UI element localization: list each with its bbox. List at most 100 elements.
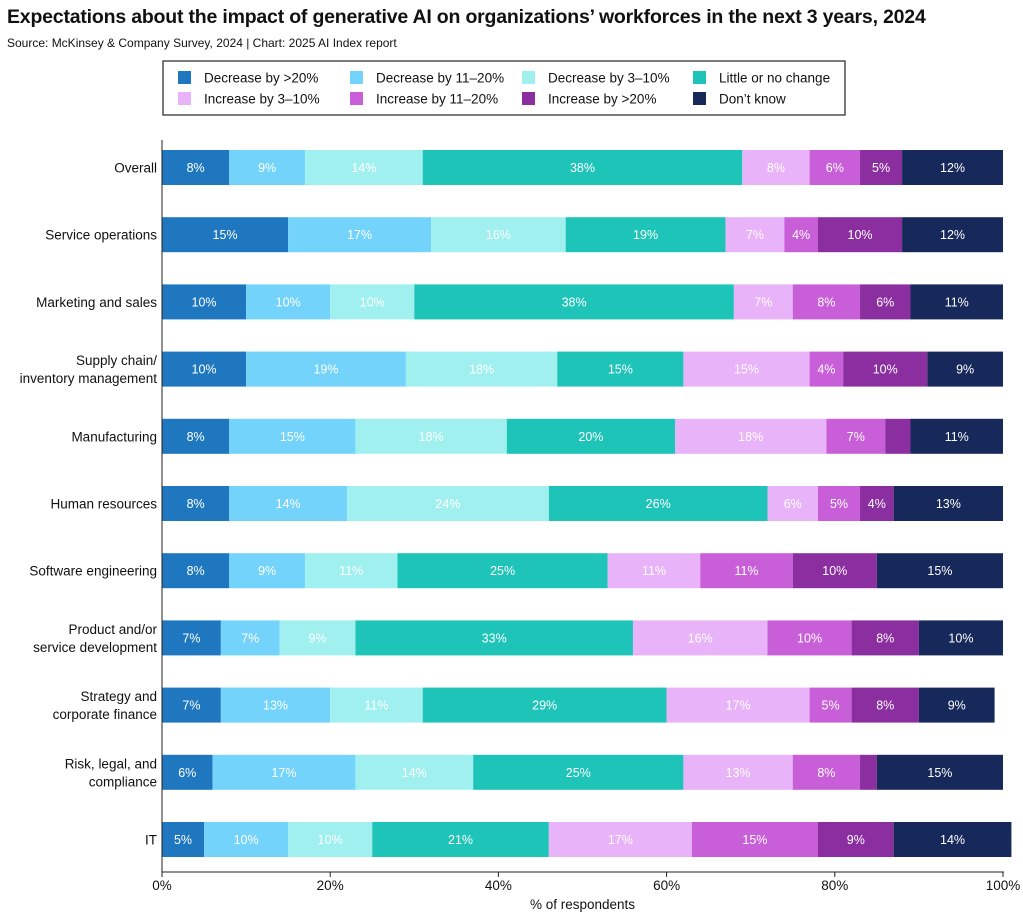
data-label-row10-seg1: 6% [178, 766, 196, 780]
data-label-row7-seg5: 11% [642, 564, 666, 578]
bar-row10-seg2 [212, 754, 356, 790]
data-label-row1-seg4: 38% [570, 161, 595, 175]
data-label-row9-seg2: 13% [263, 699, 288, 713]
bar-row8-seg3 [279, 620, 356, 656]
bar-row11-seg7 [817, 822, 894, 857]
bar-row5-seg6 [826, 418, 886, 454]
data-label-row10-seg2: 17% [271, 766, 296, 780]
bar-row11-seg8 [893, 822, 1012, 857]
bar-row11-seg1 [162, 822, 205, 857]
data-label-row4-seg8: 9% [956, 363, 974, 377]
data-label-row4-seg2: 19% [313, 363, 338, 377]
data-label-row2-seg1: 15% [213, 228, 238, 242]
category-label-8-line2: service development [33, 640, 157, 655]
data-label-row11-seg7: 9% [847, 833, 865, 847]
bar-row4-seg8 [927, 351, 1003, 387]
data-label-row8-seg5: 16% [688, 631, 713, 645]
data-label-row2-seg5: 7% [746, 228, 764, 242]
data-label-row8-seg2: 7% [241, 631, 259, 645]
bar-row8-seg7 [851, 620, 919, 656]
data-label-row4-seg5: 15% [734, 363, 759, 377]
bar-row11-seg5 [548, 822, 692, 857]
category-label-4-line2: inventory management [20, 371, 158, 386]
bar-row3-seg1 [162, 284, 247, 320]
category-label-2: Service operations [45, 228, 157, 243]
bar-row6-seg6 [817, 486, 861, 521]
category-label-11: IT [145, 833, 157, 848]
data-label-row4-seg3: 18% [469, 363, 494, 377]
category-label-5: Manufacturing [71, 429, 157, 444]
data-label-row2-seg4: 19% [633, 228, 658, 242]
legend-swatch-8 [693, 92, 706, 105]
bar-row6-seg4 [548, 486, 768, 521]
data-label-row3-seg4: 38% [562, 295, 587, 309]
bar-row9-seg6 [809, 687, 852, 723]
bar-row2-seg6 [784, 217, 818, 253]
x-axis: 0% 20% 40% 60% 80% 100% % of respondents [152, 140, 1020, 912]
data-label-row7-seg7: 10% [822, 564, 847, 578]
bar-row8-seg2 [220, 620, 280, 656]
category-label-10-line2: compliance [89, 774, 157, 789]
x-tick-label-2: 20% [317, 878, 344, 893]
data-label-row3-seg1: 10% [192, 295, 217, 309]
x-tick-label-5: 80% [821, 878, 848, 893]
data-label-row4-seg6: 4% [817, 363, 835, 377]
bar-row5-seg1 [162, 418, 230, 454]
data-label-row1-seg7: 5% [872, 161, 890, 175]
bar-row11-seg2 [204, 822, 289, 857]
legend-label-7: Increase by >20% [548, 92, 656, 107]
bar-row1-seg8 [902, 150, 1003, 185]
bar-row1-seg1 [162, 150, 230, 185]
category-label-9-line1: Strategy and [80, 689, 157, 704]
bar-row1-seg7 [860, 150, 903, 185]
bar-row3-seg5 [733, 284, 793, 320]
bar-row9-seg4 [422, 687, 667, 723]
category-label-6: Human resources [50, 497, 157, 512]
data-label-row3-seg3: 10% [360, 295, 385, 309]
data-label-row8-seg7: 8% [876, 631, 894, 645]
bar-row1-seg5 [742, 150, 810, 185]
data-label-row2-seg3: 16% [486, 228, 511, 242]
chart-bars: 8% 9% 14% 38% 8% 6% 5% 12% 15% 17% 16% 19% 7% 4% 10% 12… [162, 150, 1012, 857]
bar-row4-seg6 [809, 351, 844, 387]
data-label-row6-seg4: 26% [646, 497, 671, 511]
data-label-row9-seg3: 11% [364, 699, 388, 713]
data-label-row7-seg3: 11% [339, 564, 363, 578]
bar-row10-seg5 [683, 754, 793, 790]
category-label-1: Overall [114, 161, 157, 176]
category-label-8-line1: Product and/or [68, 622, 157, 637]
data-label-row1-seg3: 14% [351, 161, 376, 175]
data-label-row10-seg5: 13% [726, 766, 751, 780]
bar-row7-seg4 [397, 553, 608, 589]
legend-swatch-3 [522, 71, 535, 84]
data-label-row5-seg1: 8% [187, 430, 205, 444]
bar-row3-seg7 [860, 284, 911, 320]
legend-label-1: Decrease by >20% [204, 71, 318, 86]
category-label-3: Marketing and sales [36, 295, 157, 310]
legend-label-8: Don’t know [719, 92, 786, 107]
data-label-row5-seg3: 18% [419, 430, 444, 444]
category-label-9-line2: corporate finance [53, 707, 157, 722]
legend-swatch-6 [350, 92, 363, 105]
data-label-row11-seg5: 17% [608, 833, 633, 847]
bar-row5-seg4 [506, 418, 676, 454]
data-label-row3-seg2: 10% [276, 295, 301, 309]
data-label-row6-seg5: 6% [784, 497, 802, 511]
bar-row6-seg7 [860, 486, 894, 521]
bar-row6-seg2 [229, 486, 348, 521]
bar-row4-seg2 [246, 351, 406, 387]
x-tick-label-1: 0% [152, 878, 172, 893]
bar-row9-seg7 [851, 687, 919, 723]
data-label-row7-seg2: 9% [258, 564, 276, 578]
data-label-row3-seg8: 11% [945, 295, 969, 309]
data-label-row1-seg2: 9% [258, 161, 276, 175]
x-tick-label-4: 60% [653, 878, 680, 893]
data-label-row10-seg4: 25% [566, 766, 591, 780]
data-label-row6-seg2: 14% [276, 497, 301, 511]
bar-row8-seg6 [767, 620, 852, 656]
data-label-row1-seg8: 12% [940, 161, 965, 175]
bar-row7-seg7 [792, 553, 877, 589]
data-label-row10-seg8: 15% [927, 766, 952, 780]
data-label-row5-seg4: 20% [578, 430, 603, 444]
data-label-row8-seg3: 9% [309, 631, 327, 645]
